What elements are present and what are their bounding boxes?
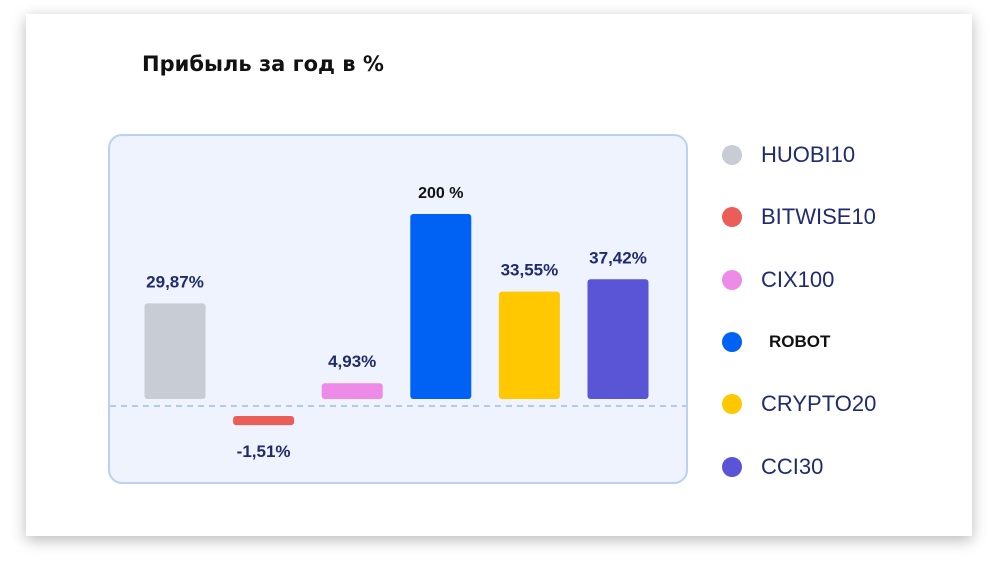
legend-label: BITWISE10 (761, 204, 876, 230)
legend-label: ROBOT (769, 331, 831, 351)
legend-item-cix100: CIX100 (722, 265, 834, 295)
legend-swatch (722, 145, 742, 165)
legend-label: CCI30 (761, 453, 824, 479)
bar-cix100 (321, 383, 383, 399)
data-label-cix100: 4,93% (328, 352, 376, 371)
legend-swatch (722, 394, 742, 415)
bar-huobi10 (144, 303, 206, 399)
legend-item-huobi10: HUOBI10 (722, 140, 855, 170)
legend-swatch (722, 269, 742, 290)
data-label-cci30: 37,42% (589, 248, 647, 267)
legend-item-bitwise10: BITWISE10 (722, 202, 876, 232)
legend-item-crypto20: CRYPTO20 (722, 389, 876, 419)
data-label-robot: 200 % (418, 185, 463, 202)
legend-swatch (722, 331, 742, 352)
legend-swatch (722, 207, 742, 228)
legend-item-cci30: CCI30 (722, 452, 823, 482)
legend-label: CIX100 (761, 266, 835, 292)
bar-bitwise10 (233, 416, 295, 426)
bar-crypto20 (498, 291, 560, 399)
data-label-bitwise10: -1,51% (237, 442, 291, 461)
bar-cci30 (587, 279, 649, 399)
data-label-huobi10: 29,87% (146, 272, 204, 291)
data-label-crypto20: 33,55% (501, 261, 559, 280)
bar-robot (410, 214, 472, 399)
legend-swatch (722, 456, 742, 477)
chart-title: Прибыль за год в % (142, 52, 384, 76)
legend-label: CRYPTO20 (761, 391, 877, 417)
legend-label: HUOBI10 (761, 142, 856, 167)
legend-item-robot: ROBOT (722, 327, 830, 357)
